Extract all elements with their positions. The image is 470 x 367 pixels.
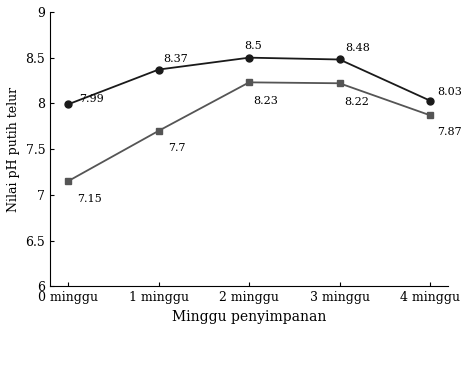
Text: 8.23: 8.23 bbox=[254, 96, 279, 106]
Text: 7.7: 7.7 bbox=[168, 143, 185, 153]
B bbox=[337, 81, 342, 86]
Y-axis label: Nilai pH putih telur: Nilai pH putih telur bbox=[7, 87, 20, 212]
B bbox=[246, 80, 252, 84]
Text: 8.5: 8.5 bbox=[244, 41, 262, 51]
Text: 7.15: 7.15 bbox=[77, 194, 102, 204]
A bbox=[156, 68, 162, 72]
Text: 8.03: 8.03 bbox=[437, 87, 462, 97]
Text: 8.22: 8.22 bbox=[344, 97, 369, 107]
B bbox=[65, 179, 71, 183]
A bbox=[427, 98, 433, 103]
Text: 7.87: 7.87 bbox=[437, 127, 462, 137]
Line: B: B bbox=[65, 79, 433, 185]
X-axis label: Minggu penyimpanan: Minggu penyimpanan bbox=[172, 310, 326, 324]
A bbox=[337, 57, 342, 62]
Text: 8.48: 8.48 bbox=[345, 43, 370, 53]
A bbox=[65, 102, 71, 106]
A bbox=[246, 55, 252, 60]
Text: 8.37: 8.37 bbox=[163, 54, 188, 64]
Text: 7.99: 7.99 bbox=[79, 94, 104, 104]
B bbox=[156, 128, 162, 133]
B bbox=[427, 113, 433, 117]
Line: A: A bbox=[65, 54, 433, 108]
